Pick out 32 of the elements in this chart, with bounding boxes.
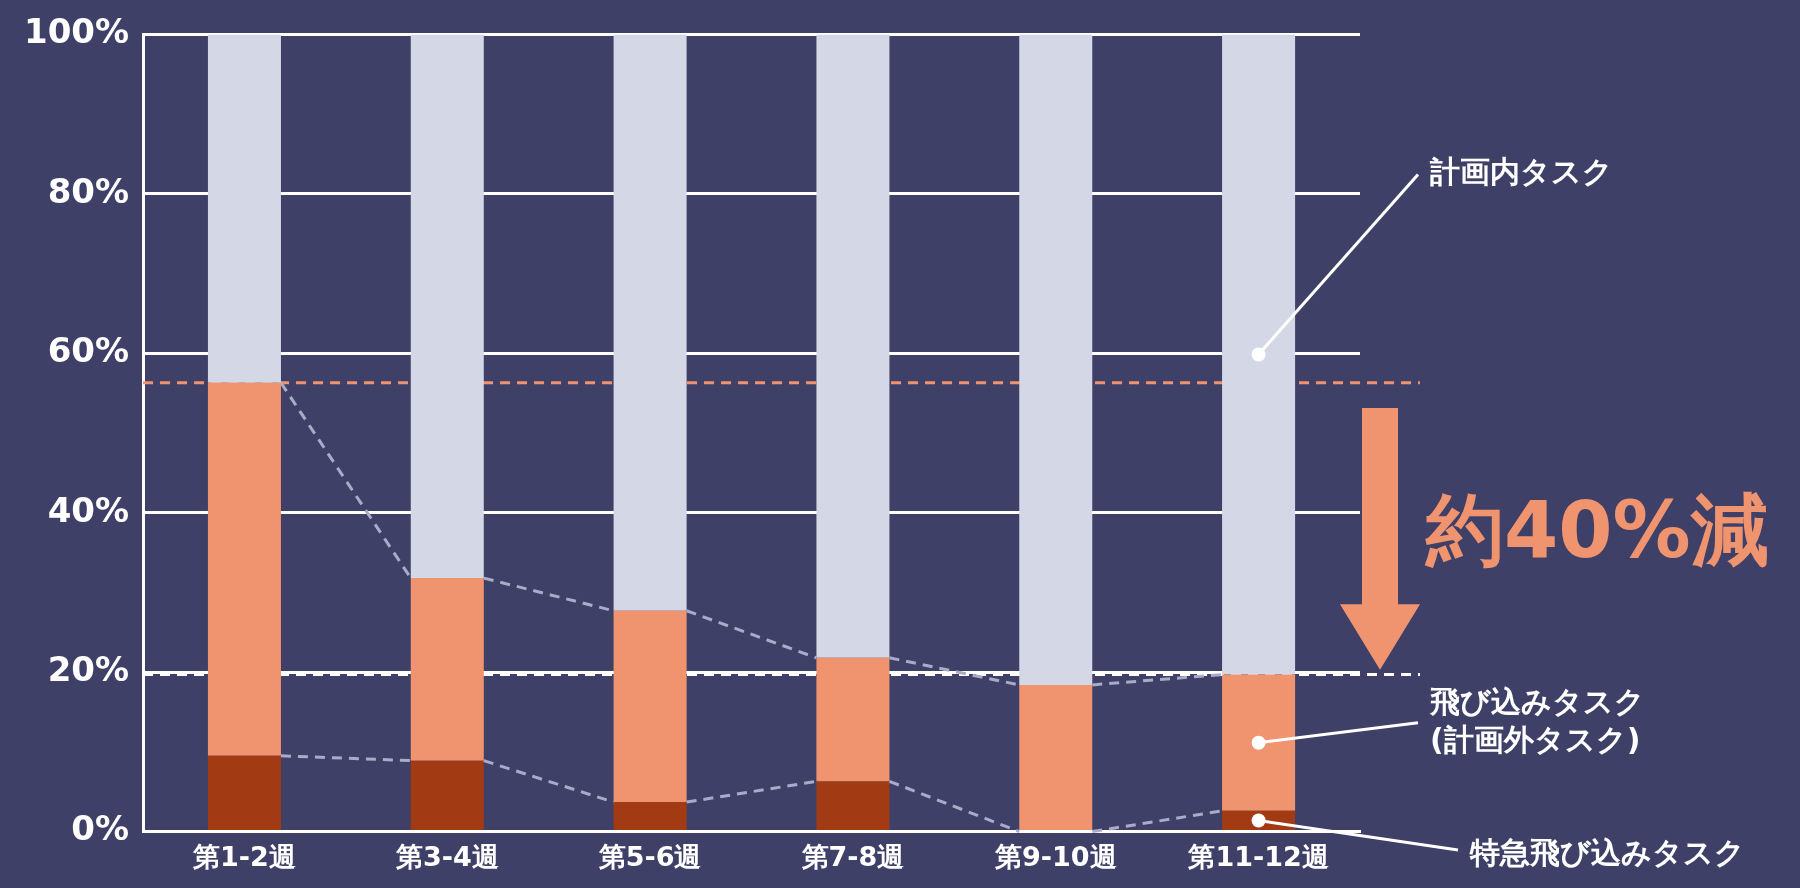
bar	[1222, 674, 1296, 811]
bar	[410, 34, 484, 579]
bar	[613, 802, 687, 831]
y-tick-label: 60%	[47, 330, 130, 371]
bar	[816, 781, 890, 831]
bar	[816, 657, 890, 782]
text: 約40%減	[1426, 483, 1769, 577]
x-tick-label: 第1-2週	[192, 840, 296, 872]
y-tick-label: 20%	[47, 648, 130, 689]
x-tick-label: 第7-8週	[800, 840, 905, 872]
bar	[816, 34, 890, 658]
x-tick-label: 第11-12週	[1187, 840, 1329, 872]
bar	[207, 755, 281, 831]
x-tick-label: 第5-6週	[597, 840, 702, 872]
bar	[1222, 34, 1296, 675]
y-tick-label: 40%	[47, 489, 130, 530]
bar	[1019, 684, 1093, 831]
y-tick-label: 100%	[23, 11, 130, 52]
bar	[613, 34, 687, 611]
bar	[410, 760, 484, 831]
y-tick-label: 0%	[71, 808, 130, 849]
bar	[613, 610, 687, 803]
bar	[207, 382, 281, 756]
y-tick-label: 80%	[47, 170, 130, 211]
text: 計画内タスク	[1429, 154, 1613, 190]
text: 特急飛び込みタスク	[1469, 834, 1745, 870]
bar	[207, 34, 281, 383]
x-tick-label: 第3-4週	[394, 840, 499, 872]
x-tick-label: 第9-10週	[993, 840, 1117, 872]
bar	[410, 578, 484, 761]
bar	[1019, 34, 1093, 685]
text: 飛び込みタスク (計画外タスク)	[1429, 683, 1645, 757]
